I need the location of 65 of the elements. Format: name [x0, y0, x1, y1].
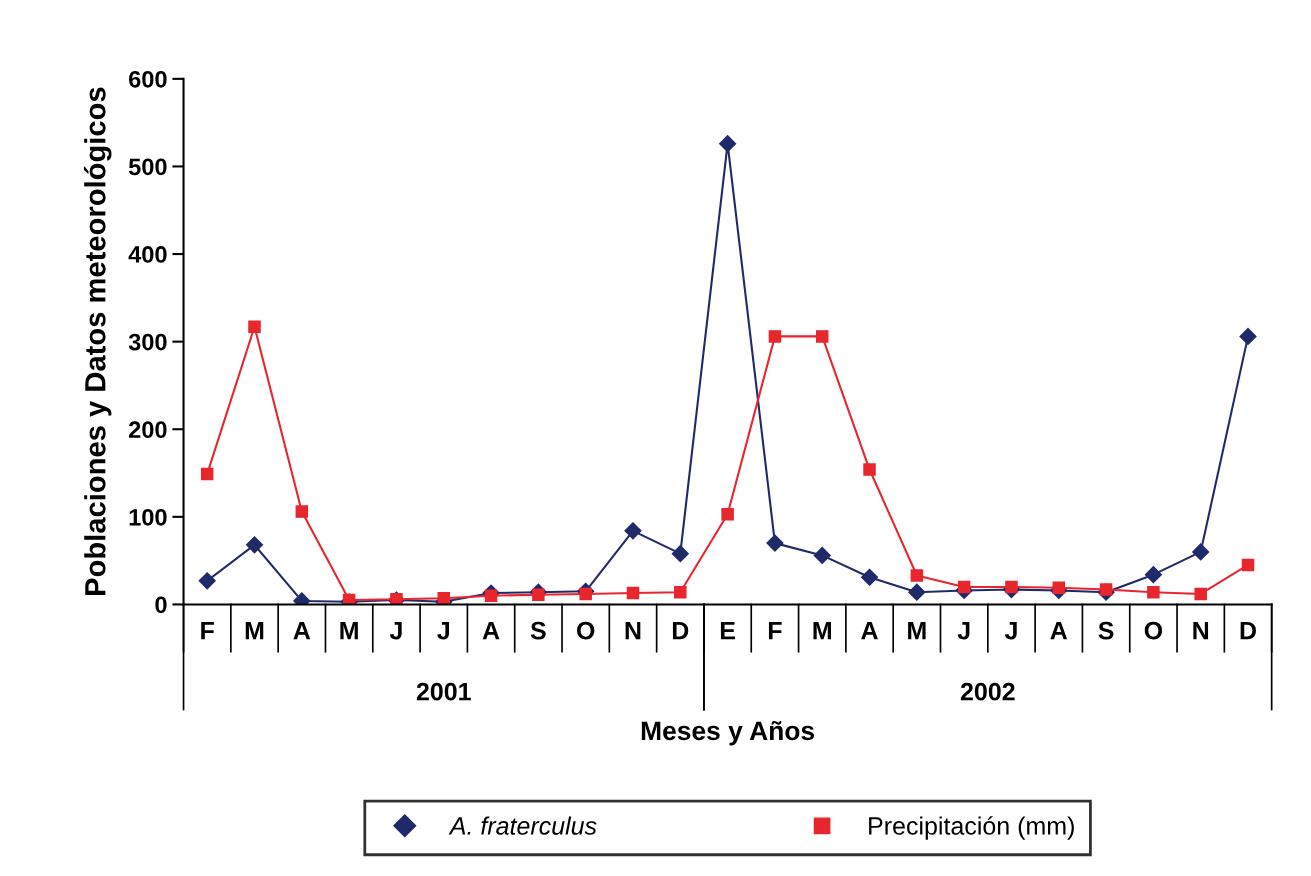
x-tick-label: D	[1240, 622, 1256, 640]
x-tick-label: N	[1193, 622, 1209, 640]
point	[626, 586, 640, 600]
point	[957, 580, 971, 594]
legend-label: Precipitación (mm)	[869, 816, 1074, 840]
point	[248, 320, 261, 333]
point	[1147, 585, 1160, 599]
x-tick-label: S	[1098, 621, 1114, 640]
x-tick-label: J	[957, 622, 970, 640]
x-tick-label: S	[530, 621, 546, 640]
point	[295, 505, 309, 518]
point	[1144, 566, 1162, 584]
x-axis-title: Meses y Años	[641, 720, 815, 746]
x-tick-label: N	[625, 622, 641, 640]
x-tick-label: M	[908, 622, 926, 640]
y-tick-label: 300	[128, 333, 167, 351]
y-tick-label: 100	[129, 508, 167, 526]
text: 2001	[416, 682, 471, 701]
point	[1194, 587, 1207, 601]
point	[908, 583, 926, 601]
point	[1099, 583, 1113, 596]
point	[863, 463, 876, 476]
y-tick-label: 500	[128, 158, 167, 176]
y-tick-label: 0	[155, 596, 167, 614]
y-tick-label: 200	[129, 421, 167, 439]
legend-label: A. fraterculus	[448, 816, 597, 835]
x-tick-label: O	[1144, 621, 1163, 640]
x-tick-label: J	[437, 622, 449, 640]
point	[671, 545, 689, 563]
point	[860, 568, 879, 586]
x-tick-label: O	[576, 621, 595, 640]
point	[674, 585, 687, 599]
x-tick-label: D	[672, 622, 689, 640]
x-tick-label: A	[482, 622, 500, 640]
point	[200, 467, 214, 481]
x-tick-label: M	[245, 622, 264, 640]
point	[910, 569, 924, 582]
point	[624, 522, 642, 540]
point	[813, 546, 831, 564]
x-tick-label: F	[201, 622, 214, 640]
x-tick-label: A	[293, 622, 311, 640]
x-tick-label: E	[720, 622, 735, 640]
x-tick-label: M	[340, 622, 358, 640]
point	[1192, 543, 1210, 561]
point	[198, 572, 216, 590]
x-tick-label: M	[813, 622, 831, 640]
point	[1239, 327, 1257, 345]
point	[721, 507, 734, 521]
point	[815, 330, 829, 343]
text: 2002	[960, 682, 1015, 701]
point	[245, 536, 264, 554]
x-tick-label: A	[861, 622, 878, 640]
point	[766, 534, 784, 552]
y-tick-label: 600	[129, 70, 167, 88]
point	[1241, 558, 1255, 572]
point	[719, 135, 737, 153]
point	[484, 589, 498, 602]
point	[768, 330, 782, 343]
x-tick-label: J	[1004, 622, 1017, 640]
x-tick-label: F	[768, 622, 782, 640]
y-tick-label: 400	[128, 246, 167, 263]
y-axis-title: Poblaciones y Datos meteorológicos	[83, 87, 112, 595]
x-tick-label: J	[389, 622, 402, 640]
x-tick-label: A	[1050, 622, 1068, 640]
point	[532, 588, 545, 602]
